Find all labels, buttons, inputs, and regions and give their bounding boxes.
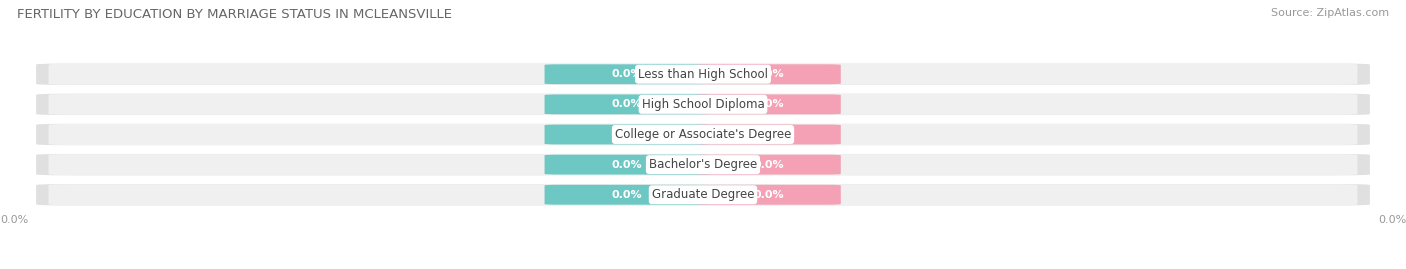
Text: Bachelor's Degree: Bachelor's Degree [650, 158, 756, 171]
Text: 0.0%: 0.0% [754, 99, 783, 109]
FancyBboxPatch shape [544, 64, 710, 84]
Text: 0.0%: 0.0% [612, 190, 643, 200]
Text: 0.0%: 0.0% [612, 129, 643, 140]
FancyBboxPatch shape [35, 122, 1371, 147]
FancyBboxPatch shape [35, 153, 1371, 177]
Text: 0.0%: 0.0% [612, 160, 643, 170]
Text: Source: ZipAtlas.com: Source: ZipAtlas.com [1271, 8, 1389, 18]
Legend: Married, Unmarried: Married, Unmarried [624, 264, 782, 269]
Text: 0.0%: 0.0% [754, 129, 783, 140]
Text: Graduate Degree: Graduate Degree [652, 188, 754, 201]
Text: 0.0%: 0.0% [612, 69, 643, 79]
FancyBboxPatch shape [696, 155, 841, 175]
FancyBboxPatch shape [35, 183, 1371, 207]
FancyBboxPatch shape [544, 94, 710, 114]
FancyBboxPatch shape [696, 64, 841, 84]
Text: High School Diploma: High School Diploma [641, 98, 765, 111]
FancyBboxPatch shape [35, 62, 1371, 86]
Text: 0.0%: 0.0% [754, 69, 783, 79]
FancyBboxPatch shape [544, 185, 710, 205]
FancyBboxPatch shape [48, 184, 1358, 205]
FancyBboxPatch shape [48, 94, 1358, 115]
FancyBboxPatch shape [48, 64, 1358, 85]
FancyBboxPatch shape [35, 92, 1371, 116]
Text: 0.0%: 0.0% [612, 99, 643, 109]
FancyBboxPatch shape [544, 155, 710, 175]
FancyBboxPatch shape [48, 154, 1358, 175]
Text: College or Associate's Degree: College or Associate's Degree [614, 128, 792, 141]
Text: Less than High School: Less than High School [638, 68, 768, 81]
Text: 0.0%: 0.0% [754, 160, 783, 170]
FancyBboxPatch shape [48, 124, 1358, 145]
FancyBboxPatch shape [696, 185, 841, 205]
FancyBboxPatch shape [696, 125, 841, 144]
FancyBboxPatch shape [696, 94, 841, 114]
Text: 0.0%: 0.0% [754, 190, 783, 200]
Text: FERTILITY BY EDUCATION BY MARRIAGE STATUS IN MCLEANSVILLE: FERTILITY BY EDUCATION BY MARRIAGE STATU… [17, 8, 451, 21]
FancyBboxPatch shape [544, 125, 710, 144]
